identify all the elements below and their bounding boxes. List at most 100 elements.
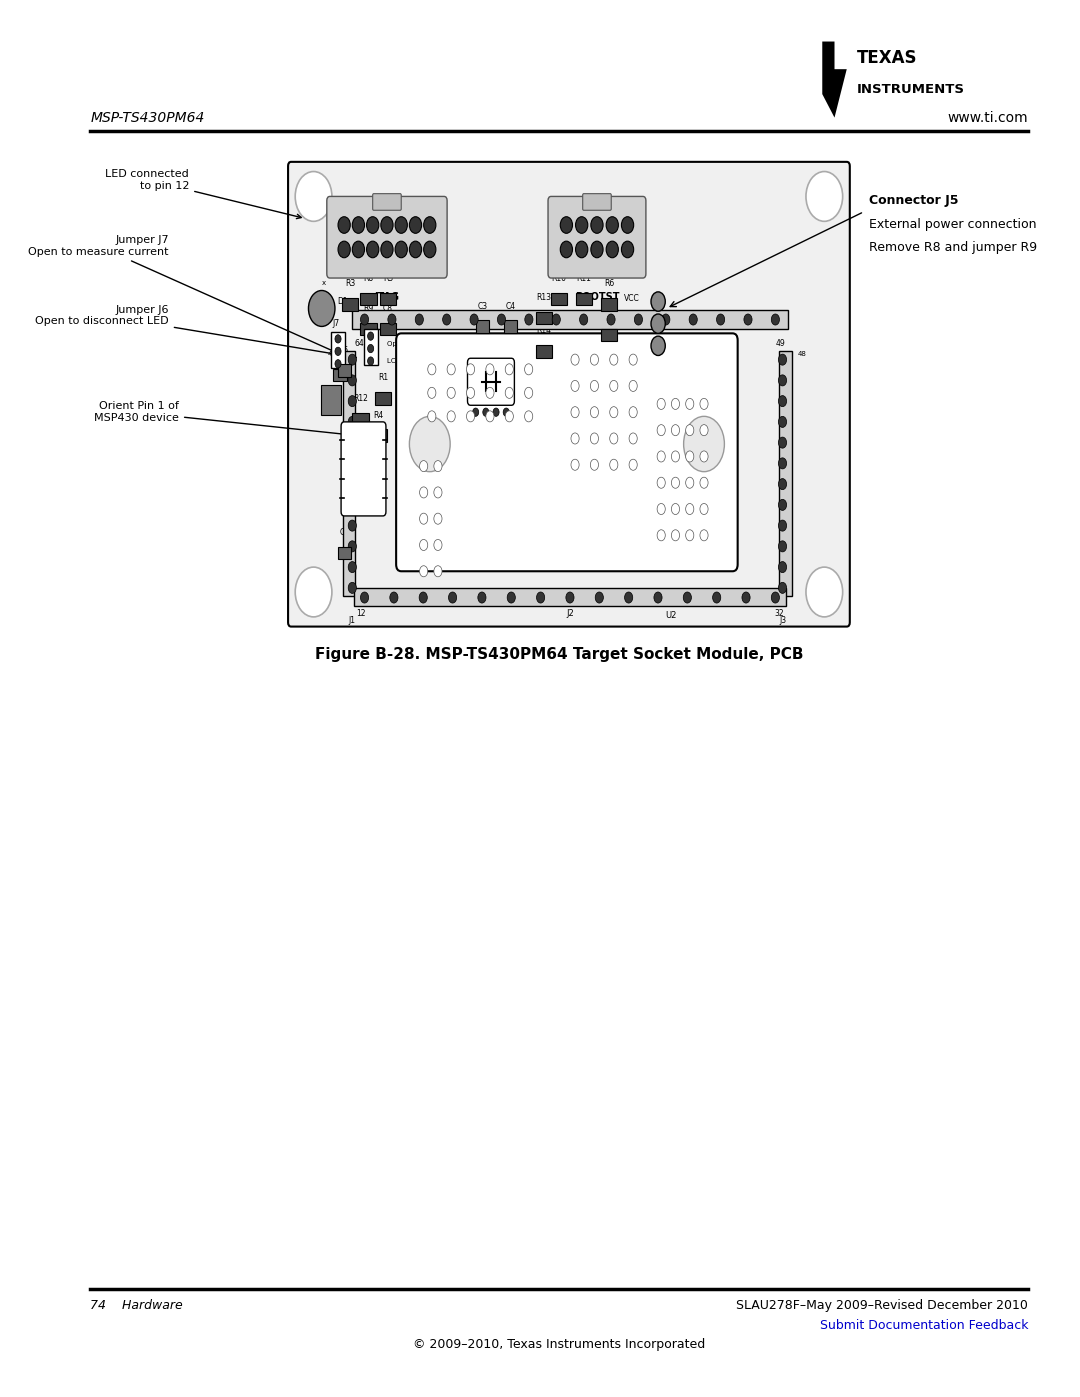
Circle shape [672, 503, 679, 514]
Circle shape [571, 460, 579, 471]
Circle shape [525, 387, 532, 398]
Circle shape [348, 437, 356, 448]
Circle shape [771, 314, 780, 326]
Text: Jumper J6
Open to disconnect LED: Jumper J6 Open to disconnect LED [36, 305, 356, 359]
Circle shape [525, 314, 532, 326]
Text: LCD connected: LCD connected [387, 358, 440, 365]
Text: 32: 32 [774, 609, 783, 617]
Circle shape [576, 242, 588, 258]
Text: R14: R14 [537, 327, 552, 335]
Circle shape [348, 499, 356, 510]
Circle shape [684, 416, 725, 472]
Circle shape [335, 335, 341, 344]
Text: D1: D1 [337, 298, 348, 306]
Text: J5: J5 [669, 319, 675, 328]
Bar [602, 328, 618, 341]
Circle shape [629, 433, 637, 444]
Circle shape [338, 217, 350, 233]
Circle shape [779, 353, 786, 365]
Bar [352, 414, 368, 425]
Circle shape [367, 332, 374, 341]
Circle shape [561, 242, 572, 258]
Text: 14: 14 [422, 210, 433, 219]
Circle shape [634, 314, 643, 326]
Circle shape [420, 566, 428, 577]
Text: J1: J1 [349, 616, 355, 624]
Bar [343, 351, 355, 597]
Text: R7: R7 [604, 310, 615, 319]
FancyBboxPatch shape [548, 197, 646, 278]
Circle shape [662, 314, 670, 326]
Circle shape [591, 460, 598, 471]
Text: INSTRUMENTS: INSTRUMENTS [856, 84, 964, 96]
Text: R1: R1 [378, 373, 388, 383]
Circle shape [779, 541, 786, 552]
Circle shape [629, 460, 637, 471]
Circle shape [447, 411, 456, 422]
Text: J2: J2 [566, 609, 573, 617]
Bar [780, 351, 792, 597]
Bar [536, 345, 552, 358]
Circle shape [415, 314, 423, 326]
Circle shape [486, 387, 494, 398]
Circle shape [653, 592, 662, 604]
Circle shape [591, 242, 603, 258]
Circle shape [423, 242, 436, 258]
Circle shape [571, 433, 579, 444]
Circle shape [352, 217, 365, 233]
Circle shape [779, 479, 786, 490]
Text: Open J6 if: Open J6 if [387, 341, 421, 348]
Text: TEXAS: TEXAS [856, 49, 917, 67]
Text: J7: J7 [333, 319, 339, 328]
Bar [551, 292, 567, 305]
Circle shape [388, 314, 396, 326]
Circle shape [498, 314, 505, 326]
Text: R10: R10 [552, 274, 567, 282]
Bar [361, 292, 377, 305]
Circle shape [361, 592, 368, 604]
Text: C1: C1 [339, 528, 349, 538]
Circle shape [486, 363, 494, 374]
Circle shape [591, 407, 598, 418]
Bar [338, 548, 351, 559]
Circle shape [700, 398, 708, 409]
Circle shape [428, 411, 436, 422]
Circle shape [672, 425, 679, 436]
Circle shape [624, 592, 633, 604]
Text: External power connection: External power connection [869, 218, 1037, 231]
Circle shape [525, 411, 532, 422]
Text: © 2009–2010, Texas Instruments Incorporated: © 2009–2010, Texas Instruments Incorpora… [414, 1338, 705, 1351]
Text: J3: J3 [779, 616, 786, 624]
Bar [503, 320, 517, 332]
Circle shape [629, 380, 637, 391]
Circle shape [447, 387, 456, 398]
Text: 48: 48 [328, 351, 337, 358]
Text: JTAG: JTAG [375, 292, 400, 302]
Circle shape [657, 398, 665, 409]
Circle shape [686, 398, 693, 409]
Bar [576, 292, 592, 305]
Text: Orient Pin 1 of
MSP430 device: Orient Pin 1 of MSP430 device [94, 401, 354, 437]
Text: C8: C8 [383, 305, 393, 313]
Circle shape [571, 380, 579, 391]
Bar [354, 588, 785, 606]
Circle shape [672, 529, 679, 541]
Circle shape [409, 217, 421, 233]
Circle shape [621, 217, 634, 233]
FancyBboxPatch shape [583, 194, 611, 211]
Circle shape [700, 478, 708, 489]
Text: C6: C6 [339, 346, 349, 355]
Circle shape [571, 353, 579, 365]
Circle shape [744, 314, 752, 326]
Text: 49: 49 [775, 339, 785, 348]
Circle shape [434, 539, 442, 550]
Bar [364, 330, 378, 365]
Bar [380, 323, 396, 335]
Text: Submit Documentation Feedback: Submit Documentation Feedback [820, 1319, 1028, 1331]
Text: 1: 1 [638, 221, 644, 231]
Bar [370, 429, 387, 441]
Text: C2: C2 [348, 429, 357, 437]
Circle shape [779, 458, 786, 469]
Circle shape [689, 314, 698, 326]
Circle shape [779, 395, 786, 407]
